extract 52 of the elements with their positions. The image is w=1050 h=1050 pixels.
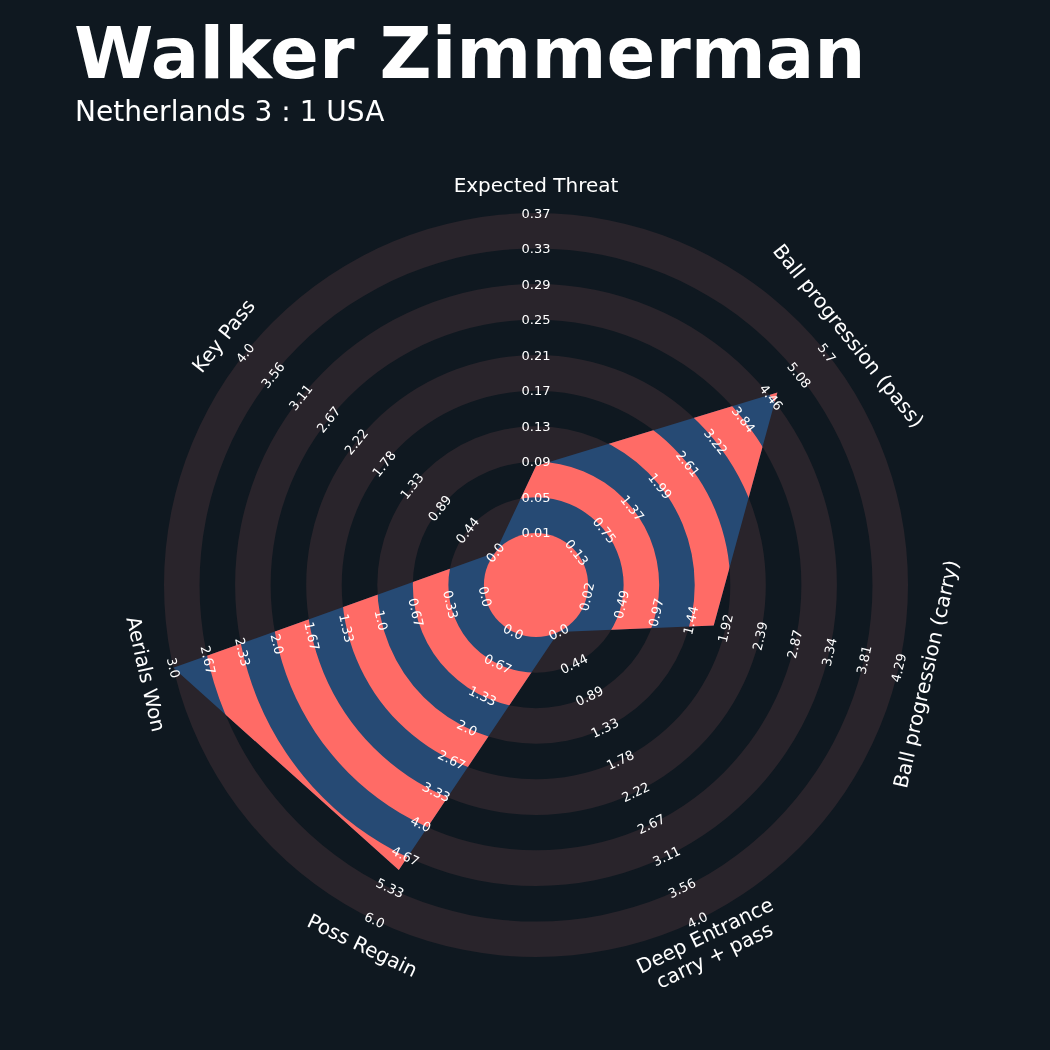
text: 0.44	[557, 650, 591, 677]
text: 0.33	[521, 241, 551, 257]
text: 3.56	[665, 875, 699, 902]
text: 0.25	[521, 312, 551, 328]
text: 1.33	[466, 682, 499, 710]
text: 0.33	[440, 588, 462, 621]
text: 1.92	[714, 612, 736, 645]
text: 2.22	[619, 779, 653, 806]
text: 0.67	[405, 596, 427, 629]
text: 3.11	[650, 843, 683, 870]
text: 0.37	[521, 205, 551, 221]
text: 0.0	[546, 620, 572, 644]
text: 1.33	[336, 612, 358, 645]
text: 0.97	[645, 596, 667, 629]
text: 0.29	[521, 276, 551, 292]
text: 1.0	[371, 608, 391, 633]
text: 2.67	[634, 811, 668, 838]
text: 1.33	[588, 714, 622, 742]
spoke-label: Expected Threat	[453, 173, 619, 198]
text: 0.09	[521, 454, 551, 470]
text: 1.44	[680, 604, 702, 637]
text: 0.0	[475, 584, 495, 609]
text: 2.67	[435, 746, 469, 774]
text: 0.21	[521, 347, 551, 363]
text: 4.0	[408, 812, 434, 836]
text: 0.49	[610, 588, 632, 621]
text: 3.0	[163, 656, 183, 680]
chart-title: Walker Zimmerman	[74, 10, 866, 97]
text: 3.34	[818, 636, 840, 668]
text: 4.0	[232, 340, 258, 366]
text: 0.0	[500, 620, 526, 644]
text: 2.67	[197, 644, 219, 676]
text: 1.78	[603, 746, 637, 774]
text: 0.17	[521, 383, 551, 399]
text: 6.0	[362, 908, 388, 932]
text: 2.0	[267, 632, 287, 656]
text: 2.33	[232, 636, 254, 668]
text: 2.87	[784, 628, 806, 660]
text: 0.13	[521, 418, 551, 434]
text: 3.33	[419, 779, 453, 806]
text: 4.29	[888, 652, 910, 684]
text: 0.89	[573, 682, 606, 710]
text: 1.67	[301, 620, 323, 652]
text: 5.33	[373, 875, 407, 902]
text: 0.02	[576, 580, 598, 613]
text: 4.67	[389, 843, 422, 870]
chart-subtitle: Netherlands 3 : 1 USA	[75, 94, 385, 130]
text: 2.39	[749, 620, 771, 652]
text: 3.81	[853, 644, 875, 676]
text: 0.0	[482, 539, 508, 566]
text: 0.67	[481, 650, 515, 677]
text: 2.0	[454, 716, 480, 740]
